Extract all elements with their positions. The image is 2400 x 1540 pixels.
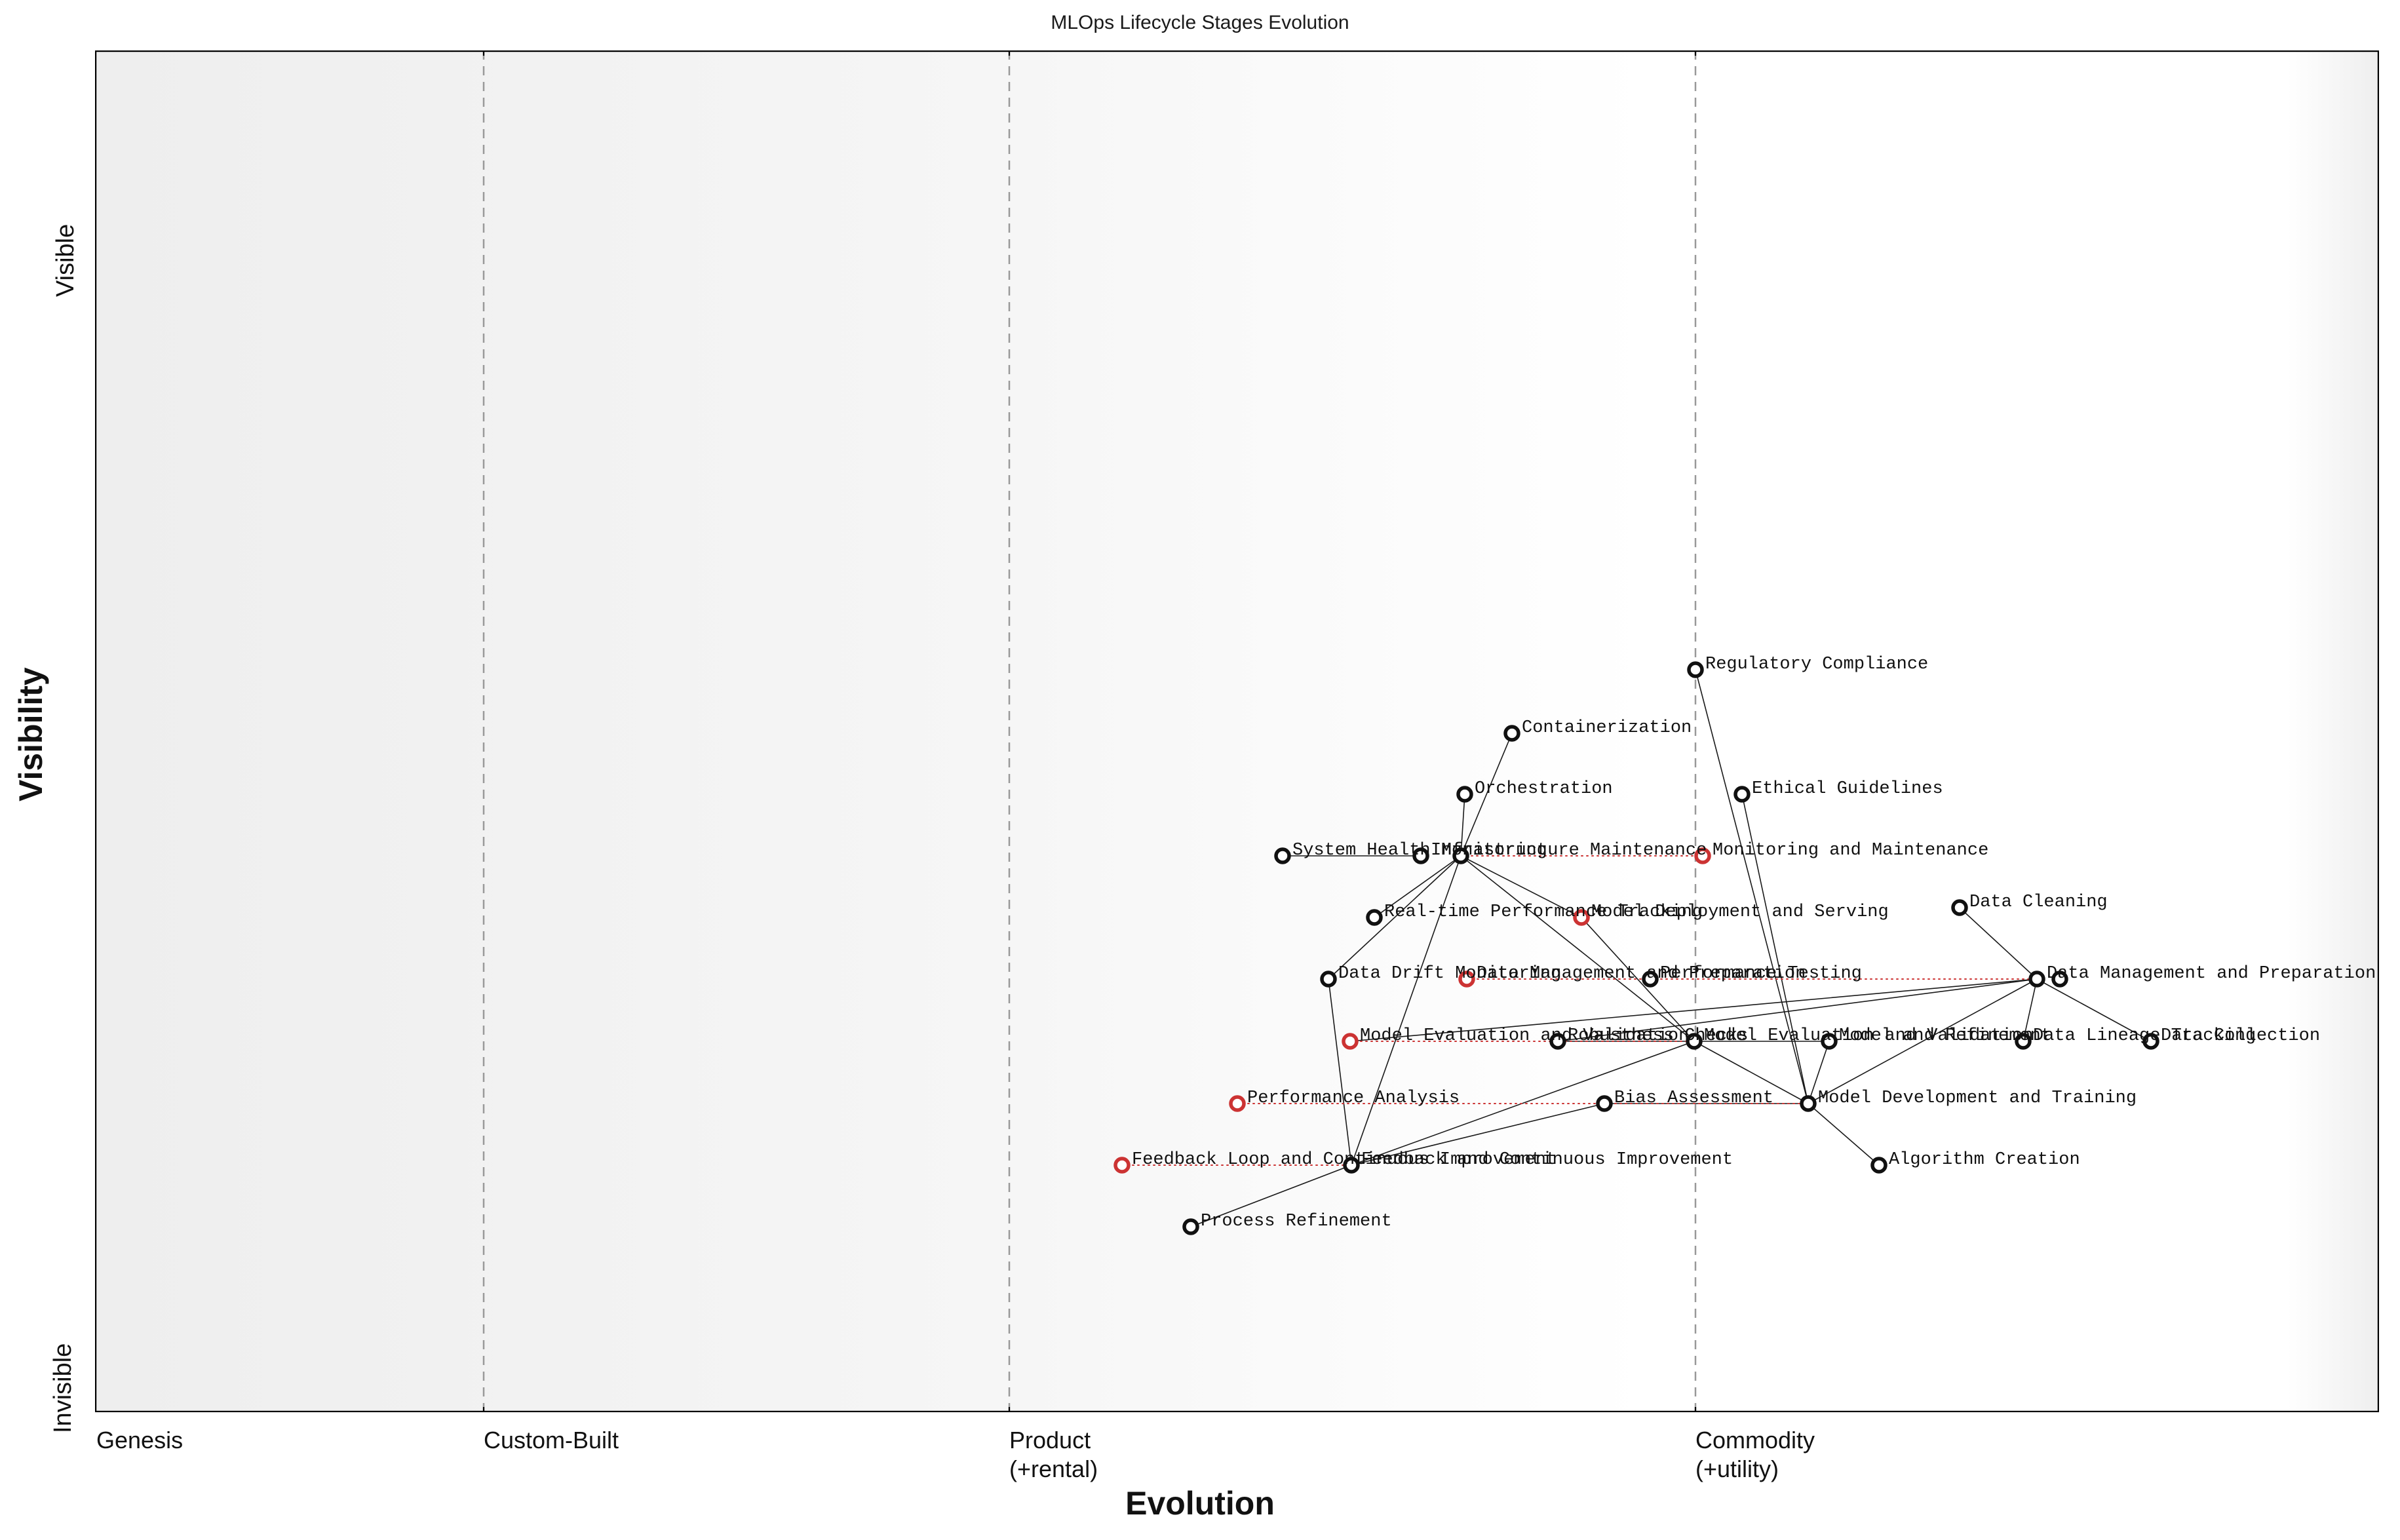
svg-text:Orchestration: Orchestration	[1475, 779, 1613, 799]
svg-text:Model Deployment and Serving: Model Deployment and Serving	[1591, 902, 1889, 922]
svg-text:Infrastructure Maintenance: Infrastructure Maintenance	[1431, 841, 1707, 860]
svg-text:Bias Assessment: Bias Assessment	[1614, 1088, 1773, 1108]
svg-text:Ethical Guidelines: Ethical Guidelines	[1752, 779, 1943, 799]
svg-text:Regulatory Compliance: Regulatory Compliance	[1705, 655, 1928, 674]
svg-text:Model Development and Training: Model Development and Training	[1818, 1088, 2137, 1108]
svg-text:Model and Refinement: Model and Refinement	[1839, 1026, 2051, 1046]
svg-text:Monitoring and Maintenance: Monitoring and Maintenance	[1713, 841, 1988, 860]
svg-text:Algorithm Creation: Algorithm Creation	[1889, 1150, 2080, 1170]
svg-text:Data Collection: Data Collection	[2161, 1026, 2320, 1046]
svg-text:Data Management and Preparatio: Data Management and Preparation	[2047, 964, 2376, 984]
svg-text:Process Refinement: Process Refinement	[1201, 1212, 1392, 1231]
svg-text:Feedback and Continuous Improv: Feedback and Continuous Improvement	[1361, 1150, 1733, 1170]
svg-text:Containerization: Containerization	[1522, 718, 1692, 738]
svg-text:Performance Analysis: Performance Analysis	[1247, 1088, 1460, 1108]
svg-text:Data Cleaning: Data Cleaning	[1969, 893, 2108, 912]
svg-text:Performance Testing: Performance Testing	[1660, 964, 1862, 984]
